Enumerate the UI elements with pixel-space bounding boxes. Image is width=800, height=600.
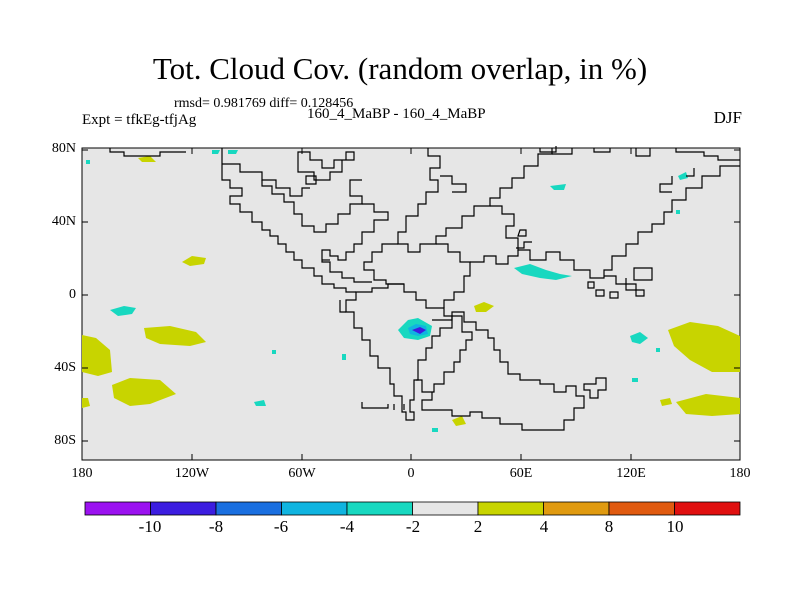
coastline — [222, 163, 310, 197]
coastline — [321, 203, 389, 283]
colorbar-swatch — [215, 501, 282, 516]
coastline — [421, 311, 585, 431]
colorbar-swatch — [281, 501, 348, 516]
positive-patch — [112, 378, 176, 406]
negative-patch — [272, 350, 276, 354]
map-title: Tot. Cloud Cov. (random overlap, in %) — [152, 51, 648, 86]
positive-patch — [676, 394, 740, 416]
coastline — [297, 151, 355, 181]
lon-tick-label: 120E — [616, 466, 646, 481]
positive-patch — [82, 335, 112, 376]
colorbar-label: -4 — [339, 517, 355, 536]
negative-patch — [630, 332, 648, 344]
positive-patch — [182, 256, 206, 266]
lon-tick-label: 120W — [174, 466, 210, 481]
negative-patch — [342, 354, 346, 360]
coastline — [604, 275, 645, 297]
lon-tick-label: 180 — [729, 466, 751, 481]
lat-tick-label: 80N — [51, 141, 76, 156]
lat-tick-label: 40S — [54, 360, 76, 375]
coastline — [516, 229, 532, 249]
axis-ticks — [81, 148, 741, 460]
colorbar-swatch — [477, 501, 544, 516]
colorbar-label: 2 — [473, 517, 483, 536]
colorbar-label: 10 — [666, 517, 684, 536]
negative-patch — [228, 150, 238, 154]
coastline — [587, 281, 619, 299]
negative-patch — [110, 306, 136, 316]
coastline — [393, 404, 405, 410]
lat-tick-label: 40N — [51, 214, 76, 229]
negative-patch — [678, 172, 688, 180]
lon-tick-label: 180 — [71, 466, 93, 481]
negative-patch — [632, 378, 638, 382]
positive-patch — [138, 156, 156, 162]
coastline — [361, 402, 389, 409]
coastline — [305, 175, 317, 185]
colorbar — [84, 501, 741, 516]
colorbar-label: -10 — [138, 517, 162, 536]
lon-tick-label: 60E — [509, 466, 533, 481]
case-label: 160_4_MaBP - 160_4_MaBP — [307, 106, 486, 122]
negative-patch — [432, 428, 438, 432]
strong-negative-patch — [412, 327, 426, 334]
colorbar-label: -6 — [273, 517, 289, 536]
colorbar-swatch — [84, 501, 151, 516]
positive-patch — [474, 302, 494, 312]
negative-patch — [514, 264, 572, 280]
colorbar-swatch — [608, 501, 675, 516]
negative-patch — [254, 400, 266, 406]
positive-patch — [668, 322, 740, 372]
coastline — [436, 243, 471, 308]
coastline — [633, 267, 653, 281]
coastline — [539, 146, 651, 157]
positive-patch — [660, 398, 672, 406]
colorbar-swatch — [150, 501, 217, 516]
coastline — [490, 165, 740, 279]
coastline — [397, 148, 553, 253]
colorbar-swatch — [346, 501, 413, 516]
anomaly-fills — [82, 150, 740, 432]
lat-tick-label: 80S — [54, 433, 76, 448]
colorbar-label: -8 — [208, 517, 224, 536]
coastline — [470, 250, 519, 265]
coastline — [659, 168, 695, 193]
lon-tick-label: 60W — [288, 466, 316, 481]
lon-tick-label: 0 — [407, 466, 415, 481]
coastline — [552, 148, 573, 155]
coastline — [363, 243, 404, 285]
colorbar-swatch — [543, 501, 610, 516]
negative-patch — [212, 150, 220, 154]
lat-tick-label: 0 — [69, 287, 76, 302]
season-label: DJF — [713, 108, 742, 127]
coastline — [583, 377, 607, 399]
positive-patch — [82, 398, 90, 408]
negative-patch — [656, 348, 660, 352]
coastline — [339, 300, 346, 313]
colorbar-label: 8 — [604, 517, 614, 536]
experiment-label: Expt = tfkEg-tfjAg — [82, 112, 197, 128]
positive-patch — [144, 326, 206, 346]
coastline — [109, 148, 186, 157]
negative-patch — [86, 160, 90, 164]
coastline — [261, 179, 363, 233]
positive-patch — [452, 416, 466, 426]
colorbar-label: -2 — [405, 517, 421, 536]
coastline — [221, 148, 356, 293]
colorbar-swatch — [412, 501, 479, 516]
negative-patch — [676, 210, 680, 214]
colorbar-label: 4 — [539, 517, 549, 536]
coastline — [675, 148, 740, 161]
coastline — [345, 283, 453, 421]
negative-patch — [550, 184, 566, 190]
colorbar-swatch — [674, 501, 741, 516]
rmsd-diff-stats: rmsd= 0.981769 diff= 0.128456 — [174, 96, 354, 111]
map-background — [81, 147, 741, 461]
coastlines — [109, 146, 740, 431]
coastline — [440, 175, 467, 193]
